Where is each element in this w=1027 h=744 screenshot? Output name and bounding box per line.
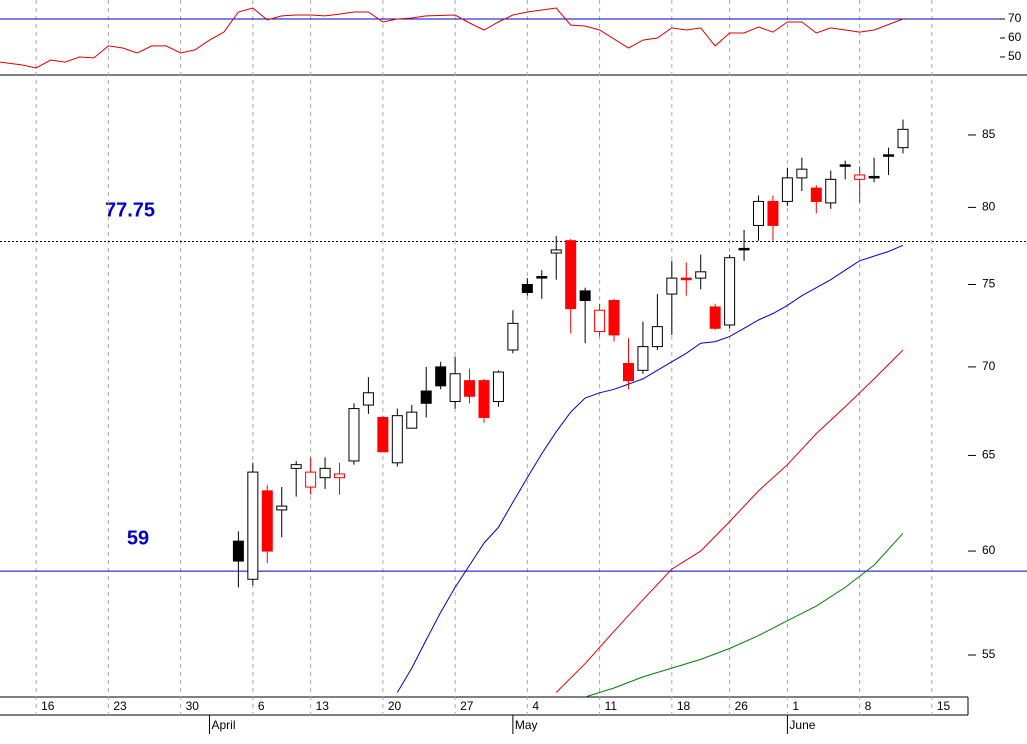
candle-body [724, 257, 736, 326]
x-tick-label: 1 [792, 699, 799, 713]
candle-body [507, 322, 519, 351]
x-tick-label: 15 [937, 699, 951, 713]
candle-body [608, 300, 620, 336]
candle-body [464, 380, 476, 397]
candle-body [232, 540, 244, 562]
candle-body [796, 168, 808, 179]
line-series [555, 349, 904, 693]
line-series [584, 532, 904, 698]
candle-body [420, 390, 432, 404]
y-tick-label: 60 [982, 543, 996, 557]
y-tick-label: 60 [1008, 30, 1022, 44]
candle-body [478, 380, 490, 418]
y-tick-label: 55 [982, 647, 996, 661]
x-tick-label: 27 [460, 699, 474, 713]
candle-body [362, 392, 374, 406]
candle-body [492, 371, 504, 403]
candle-body [767, 200, 779, 226]
month-label: April [211, 718, 235, 732]
candle-body [753, 200, 765, 226]
candle-body [435, 366, 447, 387]
x-tick-label: 4 [532, 699, 539, 713]
candle-body [738, 247, 750, 251]
candle-body [897, 128, 909, 149]
level-label: 59 [127, 527, 149, 549]
level-label: 77.75 [105, 199, 155, 221]
x-tick-label: 6 [258, 699, 265, 713]
candle-body [594, 309, 606, 333]
x-tick-label: 30 [186, 699, 200, 713]
x-tick-label: 26 [735, 699, 749, 713]
candle-body [825, 178, 837, 204]
month-label: May [515, 718, 538, 732]
candle-body [536, 276, 548, 279]
candle-body [695, 271, 707, 279]
x-tick-label: 20 [388, 699, 402, 713]
line-series [396, 244, 904, 693]
candle-body [709, 306, 721, 329]
y-tick-label: 70 [1008, 11, 1022, 25]
x-tick-label: 11 [605, 699, 618, 713]
candle-body [781, 177, 793, 202]
candle-body [348, 408, 360, 462]
y-tick-label: 80 [982, 200, 996, 214]
candle-body [449, 373, 461, 403]
candle-body [868, 175, 880, 179]
candle-body [651, 326, 663, 348]
candle-body [883, 154, 895, 157]
candle-body [666, 277, 678, 295]
line-series [0, 7, 904, 69]
y-tick-label: 75 [982, 277, 996, 291]
candle-body [319, 467, 331, 479]
x-tick-label: 8 [865, 699, 872, 713]
candle-body [565, 240, 577, 310]
candle-body [406, 411, 418, 429]
x-tick-label: 13 [316, 699, 330, 713]
candle-body [550, 249, 562, 254]
candle-body [276, 505, 288, 511]
candle-body [391, 415, 403, 464]
x-tick-label: 16 [41, 699, 55, 713]
candle-body [261, 490, 273, 552]
candle-body [622, 362, 634, 382]
candle-body [521, 283, 533, 293]
candle-body [334, 473, 346, 479]
candle-body [637, 346, 649, 371]
y-tick-label: 70 [982, 359, 996, 373]
candle-body [377, 416, 389, 453]
candle-body [290, 464, 302, 469]
candle-body [579, 290, 591, 302]
candle-body [854, 174, 866, 180]
x-tick-label: 18 [677, 699, 691, 713]
candle-body [305, 471, 317, 488]
y-tick-label: 50 [1008, 49, 1022, 63]
y-tick-label: 65 [982, 448, 996, 462]
candle-body [247, 471, 259, 580]
candle-body [810, 187, 822, 202]
candle-body [680, 277, 692, 281]
candle-body [839, 164, 851, 167]
x-tick-label: 23 [113, 699, 127, 713]
y-tick-label: 85 [982, 127, 996, 141]
month-label: June [789, 718, 815, 732]
